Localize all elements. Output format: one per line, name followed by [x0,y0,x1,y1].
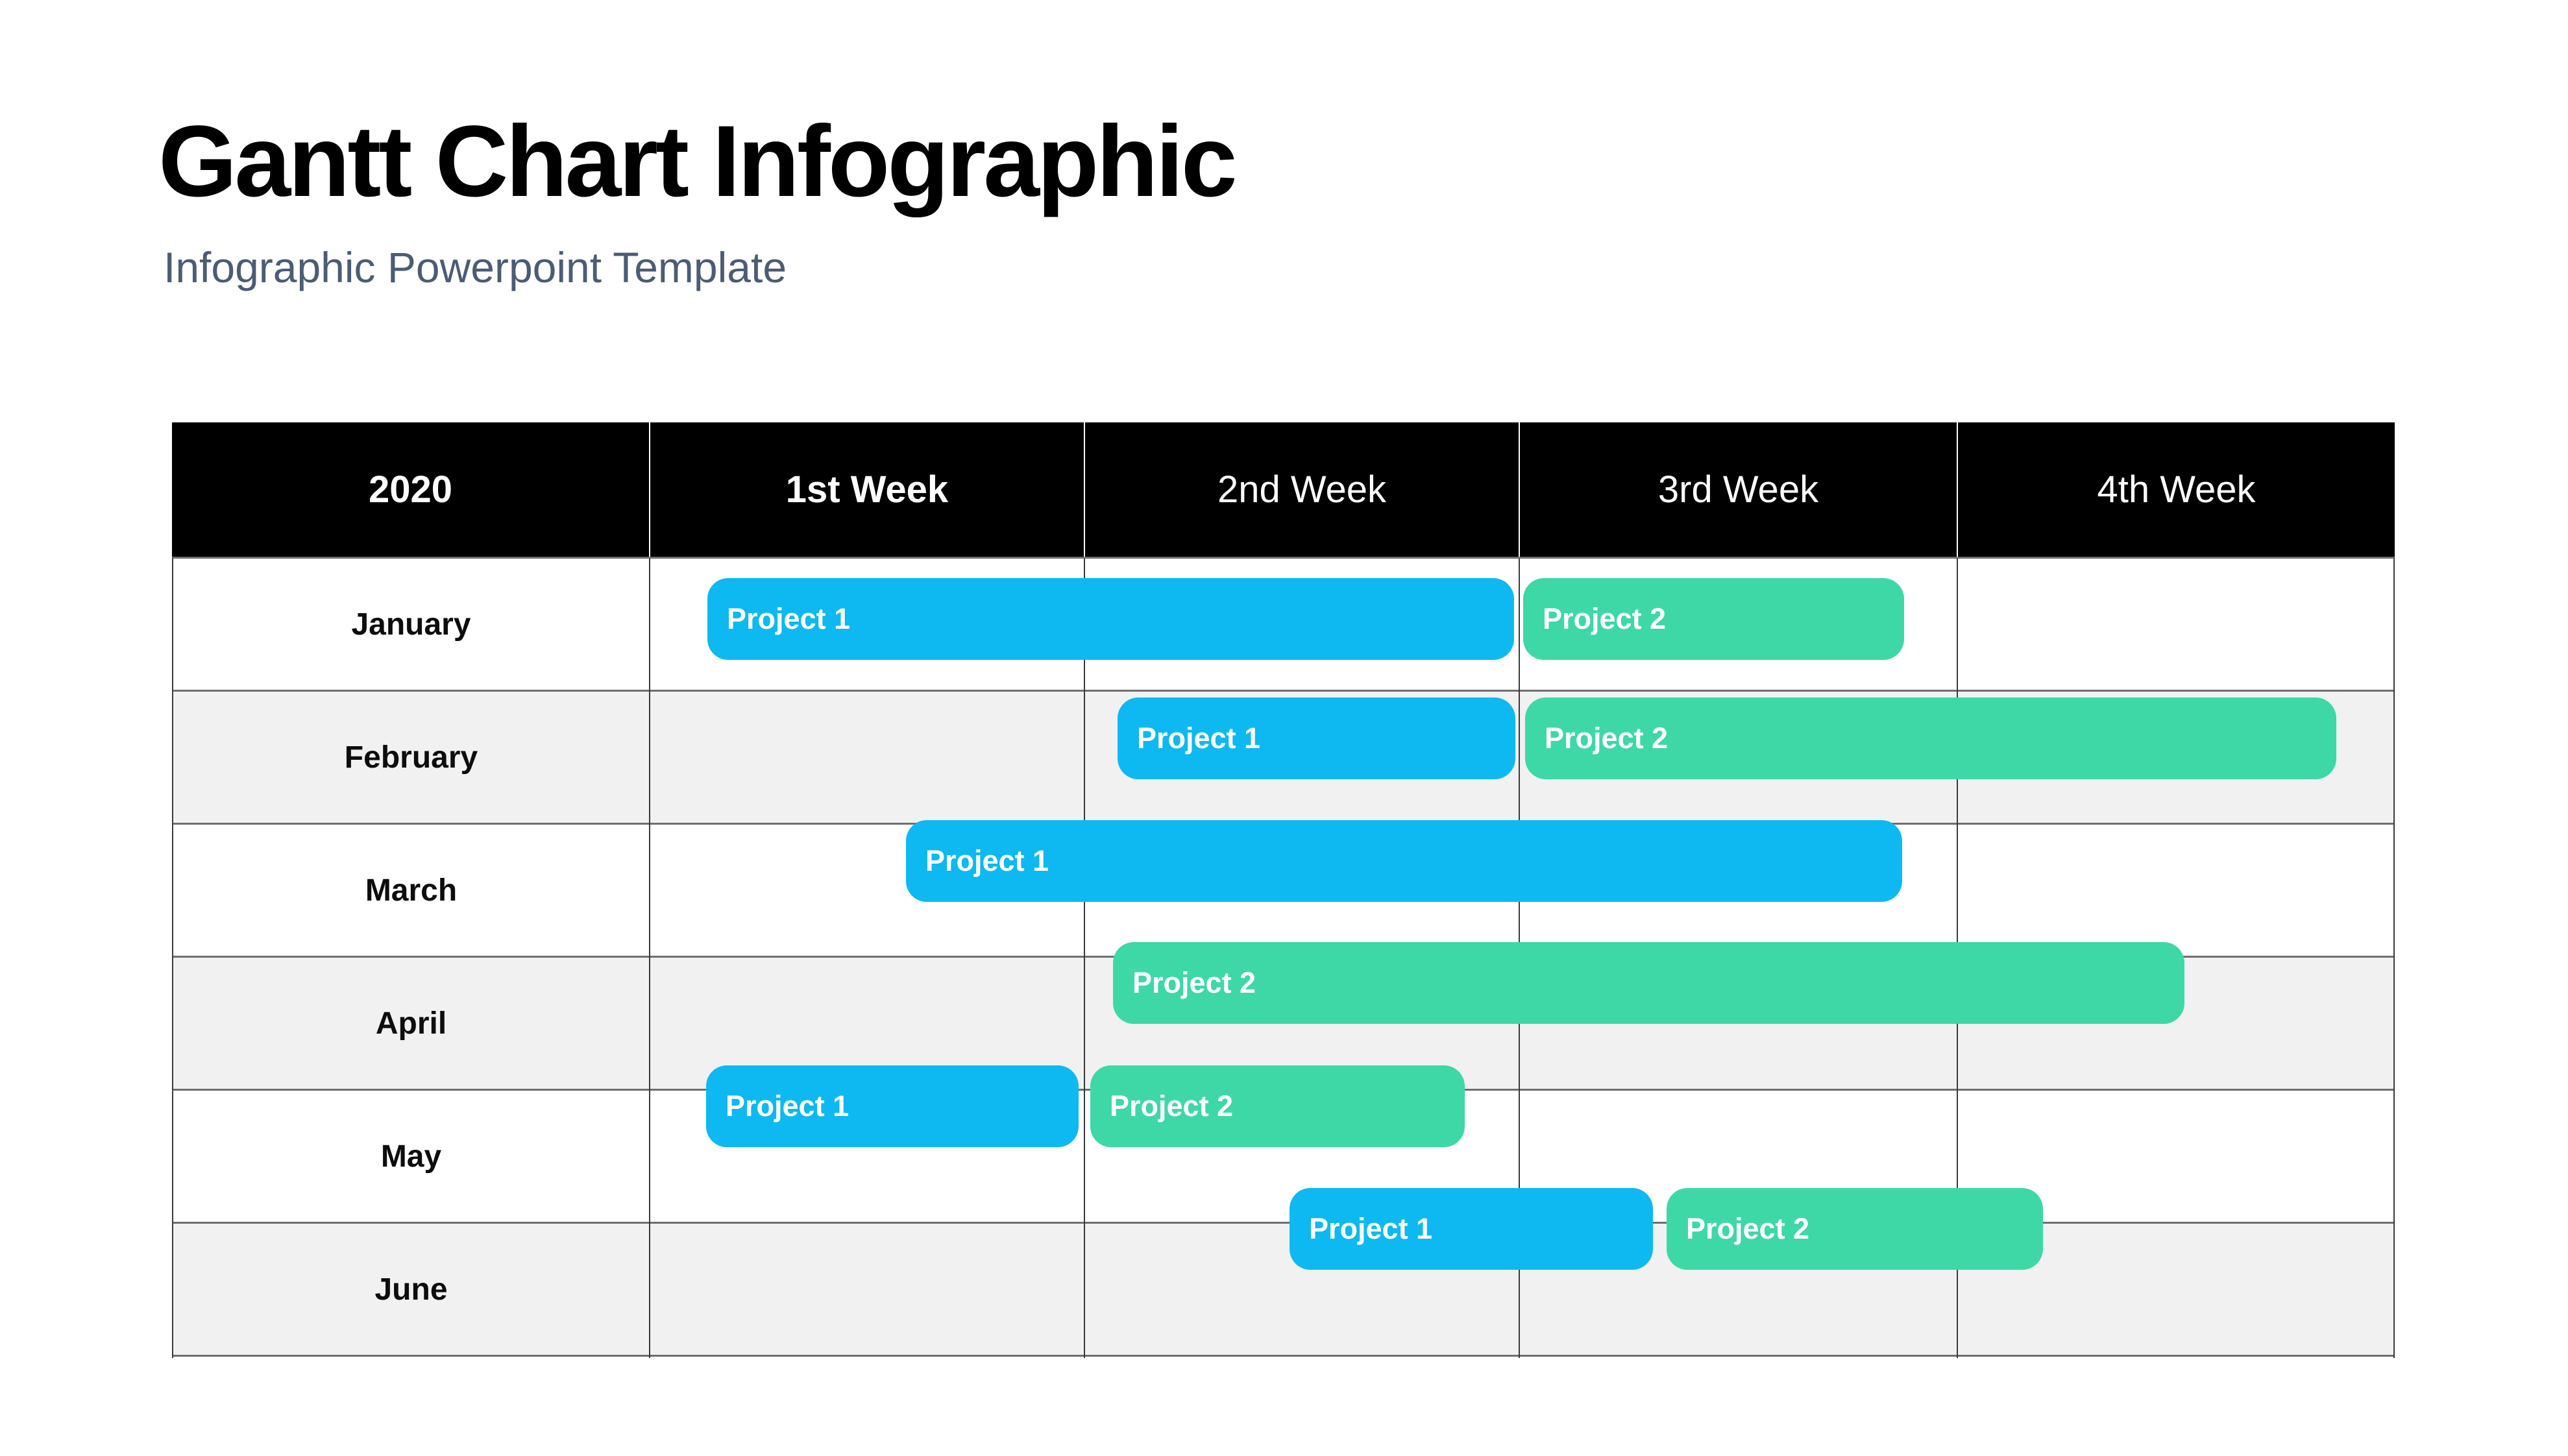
month-label-january: January [351,607,471,642]
gantt-bar-label: Project 2 [1545,722,1669,755]
page-title: Gantt Chart Infographic [158,105,1238,218]
gantt-body: January February March April May June Project … [172,557,2395,1358]
header-cell-2020: 2020 [368,468,453,511]
gantt-bar-june-project-1: Project 1 [1290,1188,1653,1270]
gantt-bar-january-project-2: Project 2 [1523,578,1904,660]
gantt-bar-label: Project 1 [1137,722,1261,755]
header-cell-4th-week: 4th Week [1957,422,2395,557]
gantt-bar-april-project-2: Project 2 [1113,942,2184,1024]
gantt-header-row: 2020 1st Week 2nd Week 3rd Week 4th Week [172,422,2395,557]
gantt-bar-june-project-2: Project 2 [1667,1188,2043,1270]
gantt-bar-label: Project 1 [1309,1212,1433,1245]
gantt-bar-march-project-1: Project 1 [906,820,1902,902]
month-label-april: April [375,1006,447,1041]
gantt-bar-may-project-2: Project 2 [1090,1065,1465,1147]
gantt-bar-label: Project 2 [1686,1212,1810,1245]
month-label-june: June [374,1272,448,1307]
month-label-may: May [380,1139,442,1174]
gantt-chart-table: 2020 1st Week 2nd Week 3rd Week 4th Week Jan… [172,422,2395,1358]
header-cell-2nd-week: 2nd Week [1084,422,1519,557]
gantt-bar-label: Project 2 [1132,966,1256,999]
gantt-bar-january-project-1: Project 1 [707,578,1514,660]
page-subtitle: Infographic Powerpoint Template [164,243,787,291]
header-cell-3rd-week: 3rd Week [1519,422,1957,557]
gantt-bar-february-project-2: Project 2 [1525,698,2336,779]
column-divider-2 [1084,559,1085,1358]
gantt-bar-label: Project 2 [1110,1089,1234,1122]
header-cell-1st-week: 1st Week [649,422,1084,557]
gantt-bar-label: Project 1 [727,602,851,635]
gantt-bar-label: Project 1 [925,844,1049,877]
gantt-bar-may-project-1: Project 1 [706,1065,1079,1147]
column-divider-1 [649,559,650,1358]
gantt-bar-label: Project 1 [726,1089,850,1122]
month-label-march: March [365,873,458,908]
gantt-bar-label: Project 2 [1543,602,1667,635]
month-label-february: February [344,740,478,775]
gantt-row-june: June [173,1224,2393,1357]
gantt-bar-february-project-1: Project 1 [1118,698,1515,779]
